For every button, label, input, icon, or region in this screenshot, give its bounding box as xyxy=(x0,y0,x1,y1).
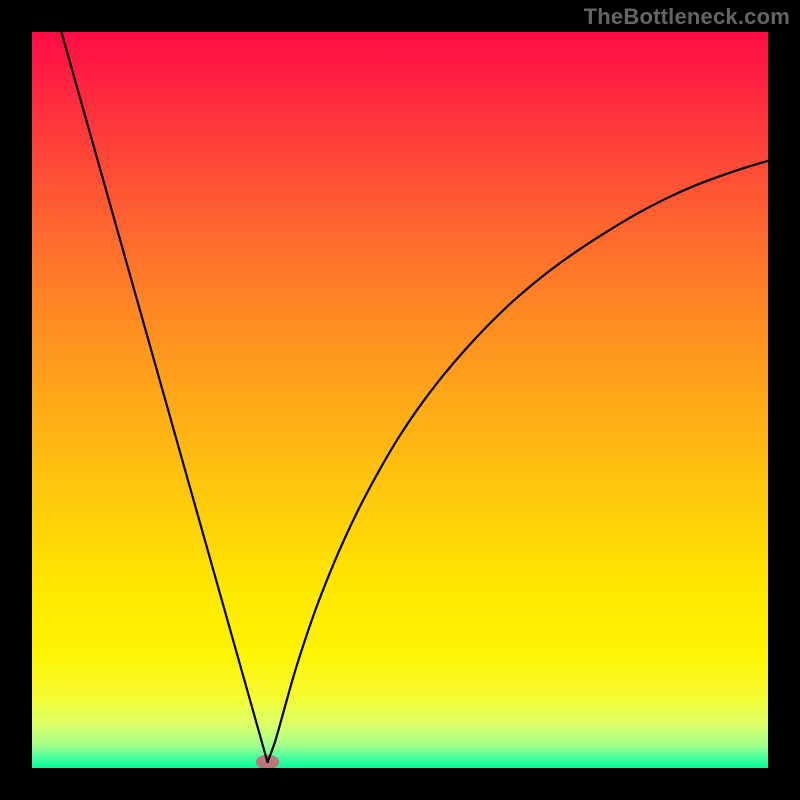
gradient-background xyxy=(32,32,768,768)
watermark-text: TheBottleneck.com xyxy=(584,4,790,30)
chart-canvas: TheBottleneck.com xyxy=(0,0,800,800)
plot-svg xyxy=(32,32,768,768)
plot-area xyxy=(32,32,768,768)
